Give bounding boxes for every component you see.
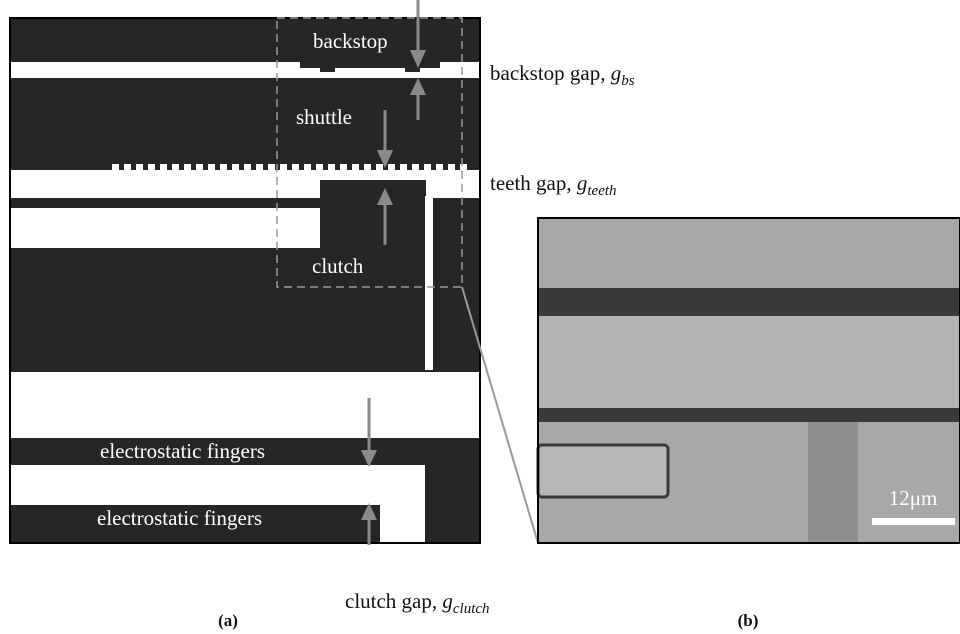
tooth (304, 164, 311, 171)
tooth (424, 164, 431, 171)
gap-label: clutch gap, gclutch (345, 589, 490, 617)
gap-label: backstop gap, gbs (490, 61, 635, 89)
tooth (316, 164, 323, 171)
tooth (388, 164, 395, 171)
text: backstop gap, (490, 61, 611, 85)
tooth (292, 164, 299, 171)
tooth (280, 164, 287, 171)
tooth (124, 164, 131, 171)
text: teeth gap, (490, 171, 577, 195)
tooth (136, 164, 143, 171)
label: clutch (312, 254, 364, 278)
gap-label: teeth gap, gteeth (490, 171, 617, 199)
text: g (577, 171, 588, 195)
text: teeth (587, 183, 616, 199)
caption: (a) (218, 611, 238, 630)
tooth (160, 164, 167, 171)
tooth (220, 164, 227, 171)
tooth (244, 164, 251, 171)
text: g (611, 61, 622, 85)
text: g (442, 589, 453, 613)
tooth (436, 164, 443, 171)
tooth (196, 164, 203, 171)
label: electrostatic fingers (100, 439, 265, 463)
tooth (268, 164, 275, 171)
figure: backstop shuttle clutch electrostatic fi… (0, 0, 960, 634)
tooth (364, 164, 371, 171)
label: backstop (313, 29, 388, 53)
tooth (412, 164, 419, 171)
tooth (112, 164, 119, 171)
tooth (340, 164, 347, 171)
tooth (352, 164, 359, 171)
text: bs (621, 73, 635, 89)
text: clutch gap, (345, 589, 442, 613)
tooth (184, 164, 191, 171)
tooth (376, 164, 383, 171)
tooth (232, 164, 239, 171)
tooth (328, 164, 335, 171)
sem-panel: 12μm (b) (538, 218, 960, 630)
scale-bar-label: 12μm (889, 486, 938, 510)
tooth (172, 164, 179, 171)
tooth (208, 164, 215, 171)
tooth (256, 164, 263, 171)
text: clutch (453, 601, 490, 617)
caption: (b) (738, 611, 759, 630)
tooth (460, 164, 467, 171)
tooth (448, 164, 455, 171)
tooth (400, 164, 407, 171)
label: shuttle (296, 105, 352, 129)
tooth (148, 164, 155, 171)
label: electrostatic fingers (97, 506, 262, 530)
